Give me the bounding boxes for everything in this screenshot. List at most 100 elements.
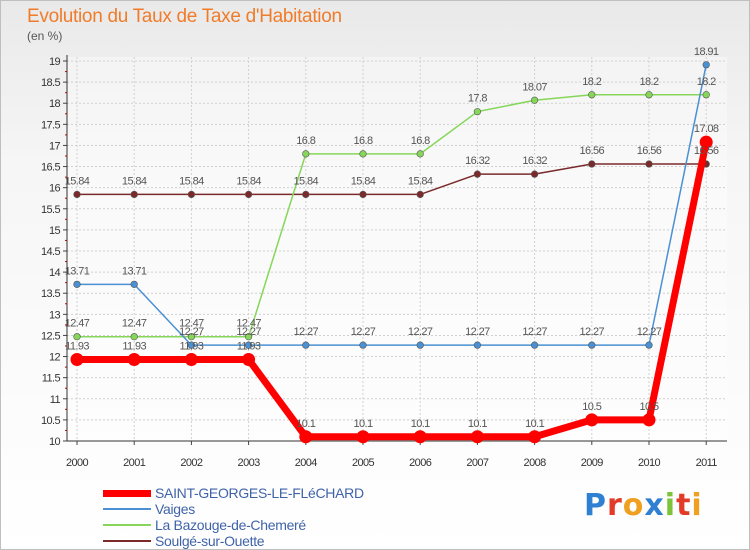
logo-letter: t [676, 488, 692, 523]
data-label: 10.1 [411, 418, 430, 430]
data-label: 16.32 [465, 155, 490, 167]
data-label: 11.93 [65, 341, 89, 353]
y-unit-label: (en %) [27, 29, 63, 43]
data-point [245, 333, 253, 341]
legend-label: Soulgé-sur-Ouette [155, 533, 265, 549]
logo-letter: o [622, 488, 645, 523]
data-label: 12.47 [65, 318, 90, 330]
data-point [242, 353, 256, 367]
legend-label: La Bazouge-de-Chemeré [155, 517, 306, 533]
x-tick-label: 2008 [524, 457, 547, 469]
data-label: 12.47 [122, 318, 147, 330]
data-point [702, 61, 710, 69]
y-tick-label: 17 [49, 140, 61, 152]
data-point [588, 341, 596, 349]
data-point [73, 190, 81, 199]
data-label: 16.56 [637, 145, 662, 157]
data-point [302, 190, 310, 199]
data-label: 15.84 [236, 175, 261, 187]
data-point [73, 280, 81, 288]
data-label: 12.27 [179, 326, 204, 338]
data-point [702, 91, 710, 99]
data-point [302, 150, 310, 158]
data-point [642, 413, 656, 427]
data-point [130, 333, 138, 341]
y-tick-label: 17.5 [41, 119, 60, 131]
data-label: 10.1 [296, 418, 315, 430]
legend-label: Vaiges [155, 501, 195, 517]
logo-letter: i [664, 488, 677, 523]
data-point [645, 160, 653, 168]
data-point [473, 341, 482, 349]
data-point [585, 413, 599, 427]
y-tick-label: 13.5 [41, 288, 60, 300]
data-label: 12.27 [236, 326, 261, 338]
data-label: 12.27 [294, 326, 319, 338]
data-point [130, 190, 138, 199]
data-label: 13.71 [122, 265, 147, 277]
data-label: 18.2 [697, 76, 716, 88]
data-point [184, 353, 198, 367]
data-point [645, 91, 653, 99]
data-point [416, 150, 424, 158]
data-label: 15.84 [65, 175, 90, 187]
data-label: 16.56 [580, 145, 605, 157]
data-label: 10.1 [468, 418, 487, 430]
data-label: 12.27 [637, 326, 662, 338]
data-label: 13.71 [65, 265, 90, 277]
data-point [413, 430, 427, 444]
data-point [130, 280, 138, 288]
data-point [416, 341, 424, 349]
x-tick-label: 2005 [352, 457, 375, 469]
data-label: 11.93 [122, 341, 146, 353]
data-label: 16.32 [522, 155, 547, 167]
data-label: 15.84 [179, 175, 204, 187]
y-tick-label: 15.5 [41, 204, 60, 216]
plot-area [67, 57, 727, 441]
legend-swatch [103, 524, 151, 526]
y-tick-label: 19 [49, 56, 61, 68]
data-point [359, 150, 367, 158]
y-tick-label: 16.5 [41, 162, 60, 174]
data-label: 12.47 [179, 318, 204, 330]
data-point [588, 160, 596, 168]
data-label: 11.93 [237, 341, 261, 353]
y-tick-label: 11 [50, 394, 61, 406]
legend-label: SAINT-GEORGES-LE-FLéCHARD [155, 485, 364, 501]
data-point [187, 341, 195, 349]
x-tick-label: 2003 [238, 457, 261, 469]
y-tick-label: 18.5 [41, 77, 60, 89]
data-label: 18.2 [582, 76, 601, 88]
data-label: 12.27 [580, 326, 605, 338]
logo-letter: P [584, 488, 607, 523]
data-point [530, 96, 539, 104]
data-label: 16.8 [411, 135, 430, 147]
data-point [302, 341, 310, 349]
y-tick-label: 12.5 [41, 330, 60, 342]
data-label: 12.27 [351, 326, 376, 338]
data-point [473, 170, 482, 178]
data-point [473, 108, 482, 116]
logo-letter: x [644, 488, 665, 523]
data-point [530, 341, 539, 349]
proxiti-logo: Proxiti [584, 488, 703, 523]
data-label: 16.8 [353, 135, 372, 147]
logo-letter: i [691, 488, 703, 523]
data-point [528, 430, 542, 444]
x-tick-label: 2007 [466, 457, 489, 469]
data-point [245, 341, 253, 349]
data-point [470, 430, 484, 444]
data-point [187, 190, 195, 199]
data-label: 17.8 [468, 93, 487, 105]
x-tick-label: 2004 [295, 457, 318, 469]
data-label: 10.5 [639, 401, 658, 413]
data-label: 15.84 [294, 175, 319, 187]
series-line [76, 163, 707, 196]
data-point [299, 430, 313, 444]
y-tick-label: 13 [49, 309, 61, 321]
series-line [76, 94, 707, 338]
data-label: 10.1 [353, 418, 372, 430]
data-label: 18.07 [522, 81, 547, 93]
y-tick-label: 14.5 [41, 246, 60, 258]
